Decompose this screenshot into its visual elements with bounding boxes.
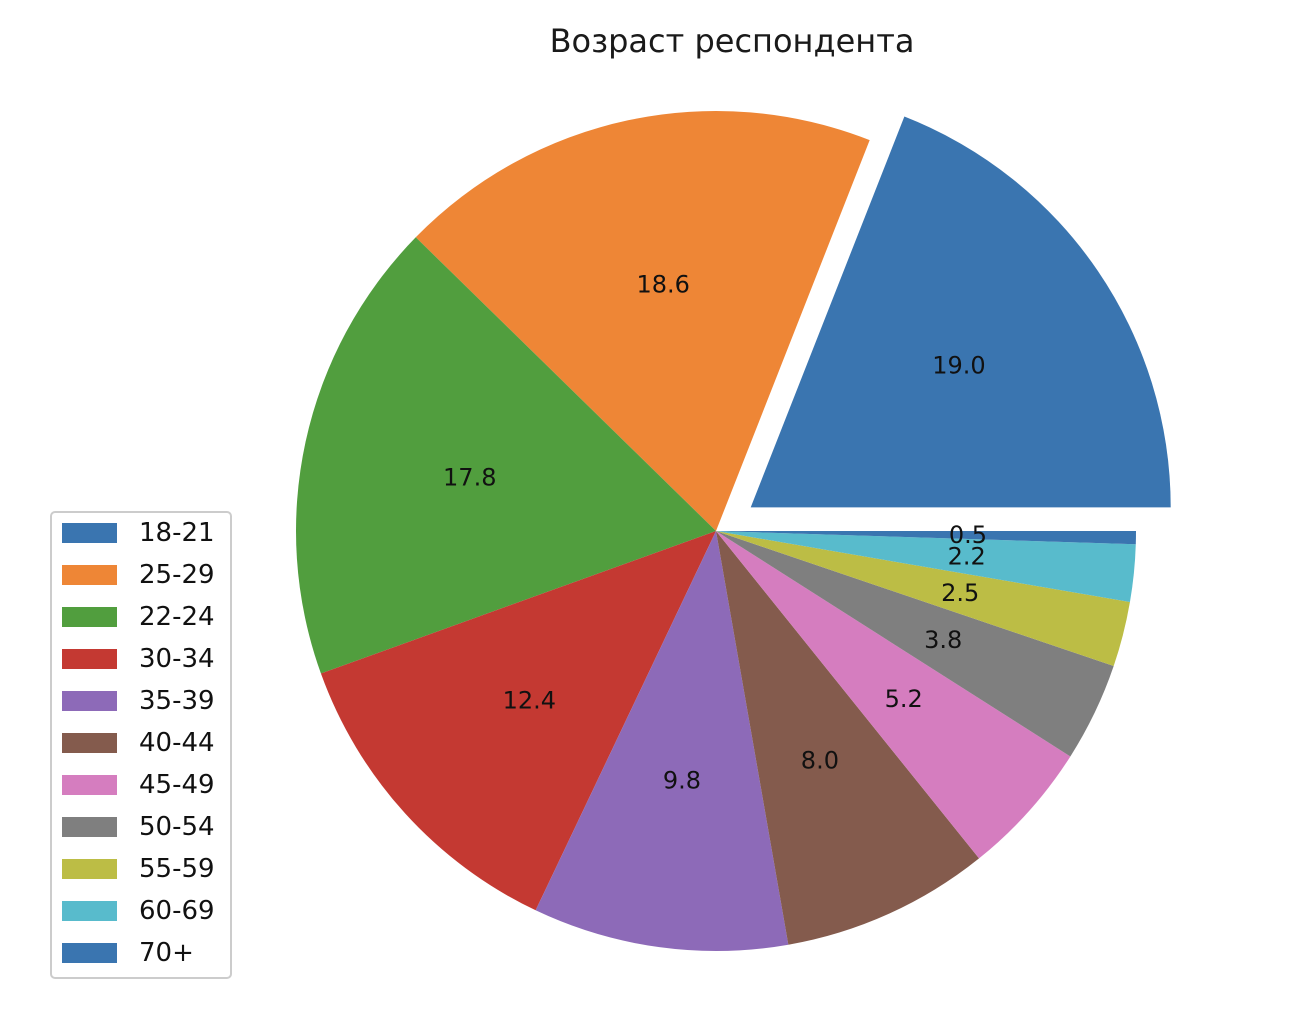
pie-slice-70 (716, 531, 1136, 545)
slice-value-label-22-24: 17.8 (443, 463, 496, 491)
slice-value-label-70: 0.5 (949, 521, 987, 549)
legend-label-35-39: 35-39 (139, 686, 215, 716)
pie-slice-55-59 (716, 531, 1130, 667)
slice-value-label-18-21: 19.0 (932, 351, 985, 379)
pie-slice-22-24 (296, 237, 716, 674)
slice-value-label-50-54: 3.8 (924, 626, 962, 654)
legend-swatch-18-21 (62, 523, 117, 543)
legend-swatch-40-44 (62, 733, 117, 753)
legend-label-60-69: 60-69 (139, 896, 215, 926)
legend-items: 18-21 25-29 22-24 30-34 35-39 40-44 45-49 50-54… (62, 518, 215, 968)
slice-value-label-25-29: 18.6 (637, 271, 690, 299)
slice-value-label-45-49: 5.2 (885, 685, 923, 713)
pie-slice-labels: 19.0 18.6 17.8 12.4 9.8 8.0 5.2 3.8 2.5 2.20.5 (443, 271, 987, 795)
legend-swatch-45-49 (62, 775, 117, 795)
slice-value-label-40-44: 8.0 (801, 747, 839, 775)
legend-label-18-21: 18-21 (139, 518, 215, 548)
legend-label-22-24: 22-24 (139, 602, 215, 632)
pie-slice-50-54 (716, 531, 1114, 757)
legend-swatch-30-34 (62, 649, 117, 669)
legend-label-55-59: 55-59 (139, 854, 215, 884)
legend: 18-21 25-29 22-24 30-34 35-39 40-44 45-49 50-54… (50, 511, 232, 979)
legend-swatch-70 (62, 943, 117, 963)
slice-value-label-30-34: 12.4 (503, 686, 556, 714)
legend-swatch-60-69 (62, 901, 117, 921)
pie-slice-18-21 (750, 116, 1171, 508)
pie-slice-35-39 (535, 531, 789, 951)
legend-swatch-22-24 (62, 607, 117, 627)
legend-swatch-50-54 (62, 817, 117, 837)
legend-label-70: 70+ (139, 938, 194, 968)
legend-swatch-55-59 (62, 859, 117, 879)
legend-label-45-49: 45-49 (139, 770, 215, 800)
slice-value-label-55-59: 2.5 (941, 579, 979, 607)
legend-label-40-44: 40-44 (139, 728, 215, 758)
pie-slice-60-69 (716, 531, 1136, 603)
chart-title: Возраст респондента (550, 22, 915, 60)
pie-slice-30-34 (320, 531, 716, 911)
legend-label-30-34: 30-34 (139, 644, 215, 674)
legend-label-50-54: 50-54 (139, 812, 215, 842)
legend-label-25-29: 25-29 (139, 560, 215, 590)
pie-slice-40-44 (716, 531, 980, 945)
legend-swatch-35-39 (62, 691, 117, 711)
pie-slice-25-29 (415, 110, 870, 531)
slice-value-label-60-69: 2.2 (948, 542, 986, 570)
legend-swatch-25-29 (62, 565, 117, 585)
slice-value-label-35-39: 9.8 (663, 767, 701, 795)
pie-slice-45-49 (716, 531, 1071, 859)
pie-slices (296, 110, 1171, 951)
